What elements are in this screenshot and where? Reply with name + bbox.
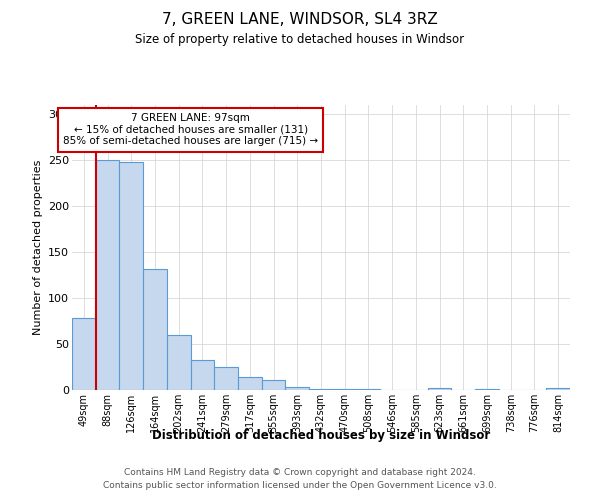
Text: Contains public sector information licensed under the Open Government Licence v3: Contains public sector information licen…: [103, 480, 497, 490]
Bar: [546, 388, 570, 390]
Bar: [214, 367, 238, 390]
Y-axis label: Number of detached properties: Number of detached properties: [32, 160, 43, 335]
Bar: [119, 162, 143, 390]
Bar: [475, 389, 499, 390]
Bar: [143, 268, 167, 390]
Text: 7 GREEN LANE: 97sqm
← 15% of detached houses are smaller (131)
85% of semi-detac: 7 GREEN LANE: 97sqm ← 15% of detached ho…: [63, 113, 318, 146]
Bar: [356, 389, 380, 390]
Text: Contains HM Land Registry data © Crown copyright and database right 2024.: Contains HM Land Registry data © Crown c…: [124, 468, 476, 477]
Text: Size of property relative to detached houses in Windsor: Size of property relative to detached ho…: [136, 32, 464, 46]
Text: Distribution of detached houses by size in Windsor: Distribution of detached houses by size …: [152, 428, 490, 442]
Bar: [191, 360, 214, 390]
Bar: [428, 388, 451, 390]
Bar: [333, 389, 356, 390]
Text: 7, GREEN LANE, WINDSOR, SL4 3RZ: 7, GREEN LANE, WINDSOR, SL4 3RZ: [162, 12, 438, 28]
Bar: [286, 387, 309, 390]
Bar: [72, 318, 96, 390]
Bar: [96, 160, 119, 390]
Bar: [167, 335, 191, 390]
Bar: [309, 389, 333, 390]
Bar: [262, 380, 286, 390]
Bar: [238, 377, 262, 390]
